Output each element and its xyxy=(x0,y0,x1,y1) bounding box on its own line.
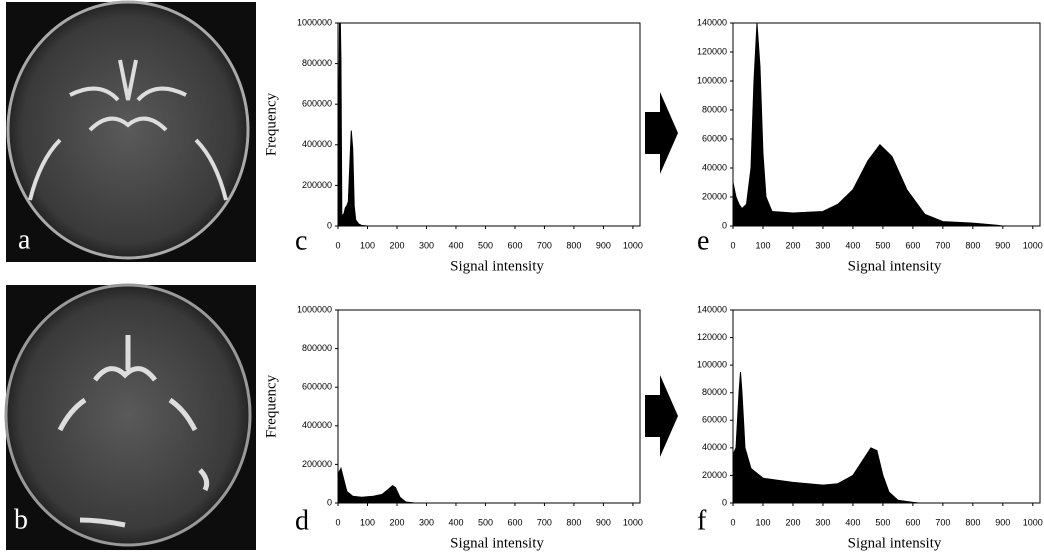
y-axis-label: Frequency xyxy=(263,374,279,438)
y-tick-label: 140000 xyxy=(697,304,727,314)
y-tick-label: 120000 xyxy=(697,332,727,342)
y-tick-label: 1000000 xyxy=(297,304,332,314)
y-axis-label: Frequency xyxy=(263,92,279,156)
y-tick-label: 40000 xyxy=(702,162,727,172)
x-tick-label: 0 xyxy=(335,240,340,250)
x-tick-label: 400 xyxy=(448,517,463,527)
histogram-area xyxy=(337,22,368,227)
x-tick-label: 700 xyxy=(935,240,950,250)
x-axis-label: Signal intensity xyxy=(848,535,942,551)
x-tick-label: 600 xyxy=(507,240,522,250)
x-tick-label: 300 xyxy=(815,517,830,527)
x-tick-label: 300 xyxy=(815,240,830,250)
arrow xyxy=(645,375,678,457)
y-tick-label: 80000 xyxy=(702,387,727,397)
x-tick-label: 700 xyxy=(935,517,950,527)
x-tick-label: 600 xyxy=(507,517,522,527)
x-tick-label: 200 xyxy=(785,240,800,250)
x-tick-label: 0 xyxy=(730,517,735,527)
x-tick-label: 900 xyxy=(596,517,611,527)
y-tick-label: 40000 xyxy=(702,442,727,452)
panel-letter: a xyxy=(18,224,31,255)
x-tick-label: 900 xyxy=(995,240,1010,250)
y-tick-label: 400000 xyxy=(302,420,332,430)
y-tick-label: 200000 xyxy=(302,180,332,190)
x-tick-label: 400 xyxy=(845,517,860,527)
histogram-area xyxy=(337,466,415,504)
y-tick-label: 0 xyxy=(327,220,332,230)
x-tick-label: 200 xyxy=(785,517,800,527)
mra-image: a xyxy=(6,0,256,262)
y-tick-label: 800000 xyxy=(302,58,332,68)
x-tick-label: 500 xyxy=(478,240,493,250)
x-tick-label: 800 xyxy=(965,240,980,250)
x-axis-label: Signal intensity xyxy=(450,258,544,274)
x-tick-label: 300 xyxy=(419,517,434,527)
x-tick-label: 800 xyxy=(566,240,581,250)
y-tick-label: 140000 xyxy=(697,17,727,27)
mra-image: b xyxy=(4,283,256,550)
x-tick-label: 0 xyxy=(335,517,340,527)
x-tick-label: 500 xyxy=(875,240,890,250)
x-tick-label: 700 xyxy=(537,517,552,527)
y-tick-label: 400000 xyxy=(302,139,332,149)
x-tick-label: 1000 xyxy=(1023,517,1043,527)
x-tick-label: 100 xyxy=(360,517,375,527)
x-tick-label: 100 xyxy=(755,240,770,250)
x-tick-label: 400 xyxy=(845,240,860,250)
y-tick-label: 600000 xyxy=(302,99,332,109)
x-tick-label: 1000 xyxy=(623,240,643,250)
panel-letter: e xyxy=(697,225,709,256)
x-tick-label: 1000 xyxy=(1023,240,1043,250)
x-tick-label: 900 xyxy=(596,240,611,250)
y-tick-label: 60000 xyxy=(702,133,727,143)
y-tick-label: 1000000 xyxy=(297,17,332,27)
x-axis-label: Signal intensity xyxy=(848,258,942,274)
x-tick-label: 200 xyxy=(389,240,404,250)
panel-letter: c xyxy=(295,225,307,256)
y-tick-label: 100000 xyxy=(697,75,727,85)
y-tick-label: 0 xyxy=(327,497,332,507)
x-axis-label: Signal intensity xyxy=(450,535,544,551)
x-tick-label: 500 xyxy=(875,517,890,527)
y-tick-label: 20000 xyxy=(702,470,727,480)
histogram-area xyxy=(732,22,1003,227)
y-tick-label: 800000 xyxy=(302,343,332,353)
y-tick-label: 600000 xyxy=(302,382,332,392)
x-tick-label: 800 xyxy=(566,517,581,527)
x-tick-label: 100 xyxy=(360,240,375,250)
x-tick-label: 700 xyxy=(537,240,552,250)
x-tick-label: 900 xyxy=(995,517,1010,527)
x-tick-label: 200 xyxy=(389,517,404,527)
x-tick-label: 100 xyxy=(755,517,770,527)
y-tick-label: 60000 xyxy=(702,415,727,425)
y-tick-label: 80000 xyxy=(702,104,727,114)
x-tick-label: 600 xyxy=(905,240,920,250)
x-tick-label: 500 xyxy=(478,517,493,527)
y-tick-label: 200000 xyxy=(302,459,332,469)
histogram-area xyxy=(732,371,919,504)
panel-letter: b xyxy=(14,504,28,535)
plot-frame xyxy=(732,22,1041,227)
plot-frame xyxy=(732,309,1041,504)
plot-frame xyxy=(337,309,641,504)
x-tick-label: 600 xyxy=(905,517,920,527)
panel-letter: f xyxy=(697,505,707,536)
y-tick-label: 0 xyxy=(722,220,727,230)
panel-letter: d xyxy=(295,505,309,536)
y-tick-label: 20000 xyxy=(702,191,727,201)
x-tick-label: 0 xyxy=(730,240,735,250)
x-tick-label: 300 xyxy=(419,240,434,250)
y-tick-label: 100000 xyxy=(697,360,727,370)
x-tick-label: 1000 xyxy=(623,517,643,527)
plot-frame xyxy=(337,22,641,227)
y-tick-label: 0 xyxy=(722,497,727,507)
arrow xyxy=(645,92,678,174)
x-tick-label: 800 xyxy=(965,517,980,527)
x-tick-label: 400 xyxy=(448,240,463,250)
y-tick-label: 120000 xyxy=(697,46,727,56)
